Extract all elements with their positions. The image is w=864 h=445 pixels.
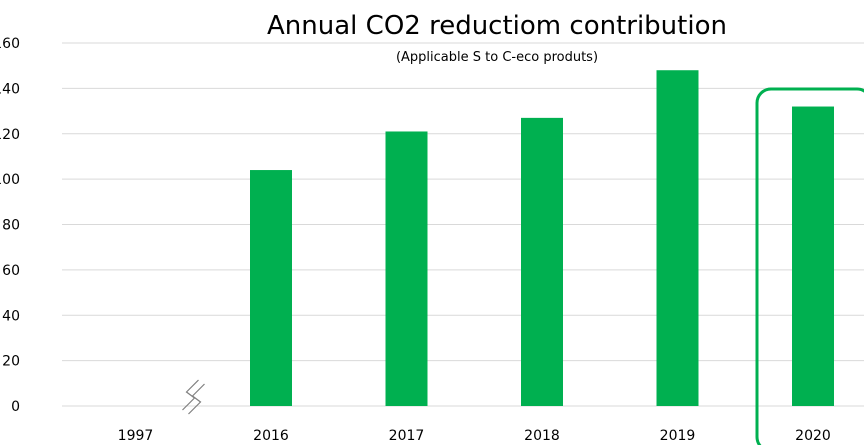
- x-tick-label: 1997: [118, 428, 154, 444]
- highlight-group: [755, 87, 864, 445]
- y-tick-label: 40: [2, 308, 20, 324]
- bar-2020: [792, 106, 834, 407]
- x-tick-label: 2016: [253, 428, 289, 444]
- x-tick-label: 2020: [795, 428, 831, 444]
- bar-2018: [521, 117, 563, 407]
- y-tick-label: 140: [0, 81, 20, 97]
- chart-subtitle: (Applicable S to C-eco produts): [396, 50, 598, 65]
- x-axis-ticks: 1997 2016 2017 2018 2019 2020: [118, 428, 831, 444]
- y-tick-label: 160: [0, 36, 20, 52]
- y-tick-label: 80: [2, 218, 20, 234]
- y-tick-label: 100: [0, 172, 20, 188]
- x-tick-label: 2018: [524, 428, 560, 444]
- axis-break-line: [182, 379, 199, 411]
- bars: [250, 70, 834, 407]
- y-tick-label: 20: [2, 354, 20, 370]
- bar-2016: [250, 170, 292, 406]
- x-tick-label: 2017: [389, 428, 425, 444]
- gridlines: [62, 42, 864, 407]
- y-axis-ticks: 0 20 40 60 80 100 120 140 160: [0, 36, 20, 415]
- axis-break-line: [188, 383, 205, 415]
- bar-2017: [385, 131, 428, 406]
- highlight-outline: [755, 87, 864, 445]
- chart-title: Annual CO2 reductiom contribution: [267, 11, 727, 41]
- y-tick-label: 0: [11, 399, 20, 415]
- x-tick-label: 2019: [660, 428, 696, 444]
- bar-2019: [656, 70, 699, 406]
- axis-break-symbol: [182, 379, 205, 415]
- y-tick-label: 120: [0, 127, 20, 143]
- y-tick-label: 60: [2, 263, 20, 279]
